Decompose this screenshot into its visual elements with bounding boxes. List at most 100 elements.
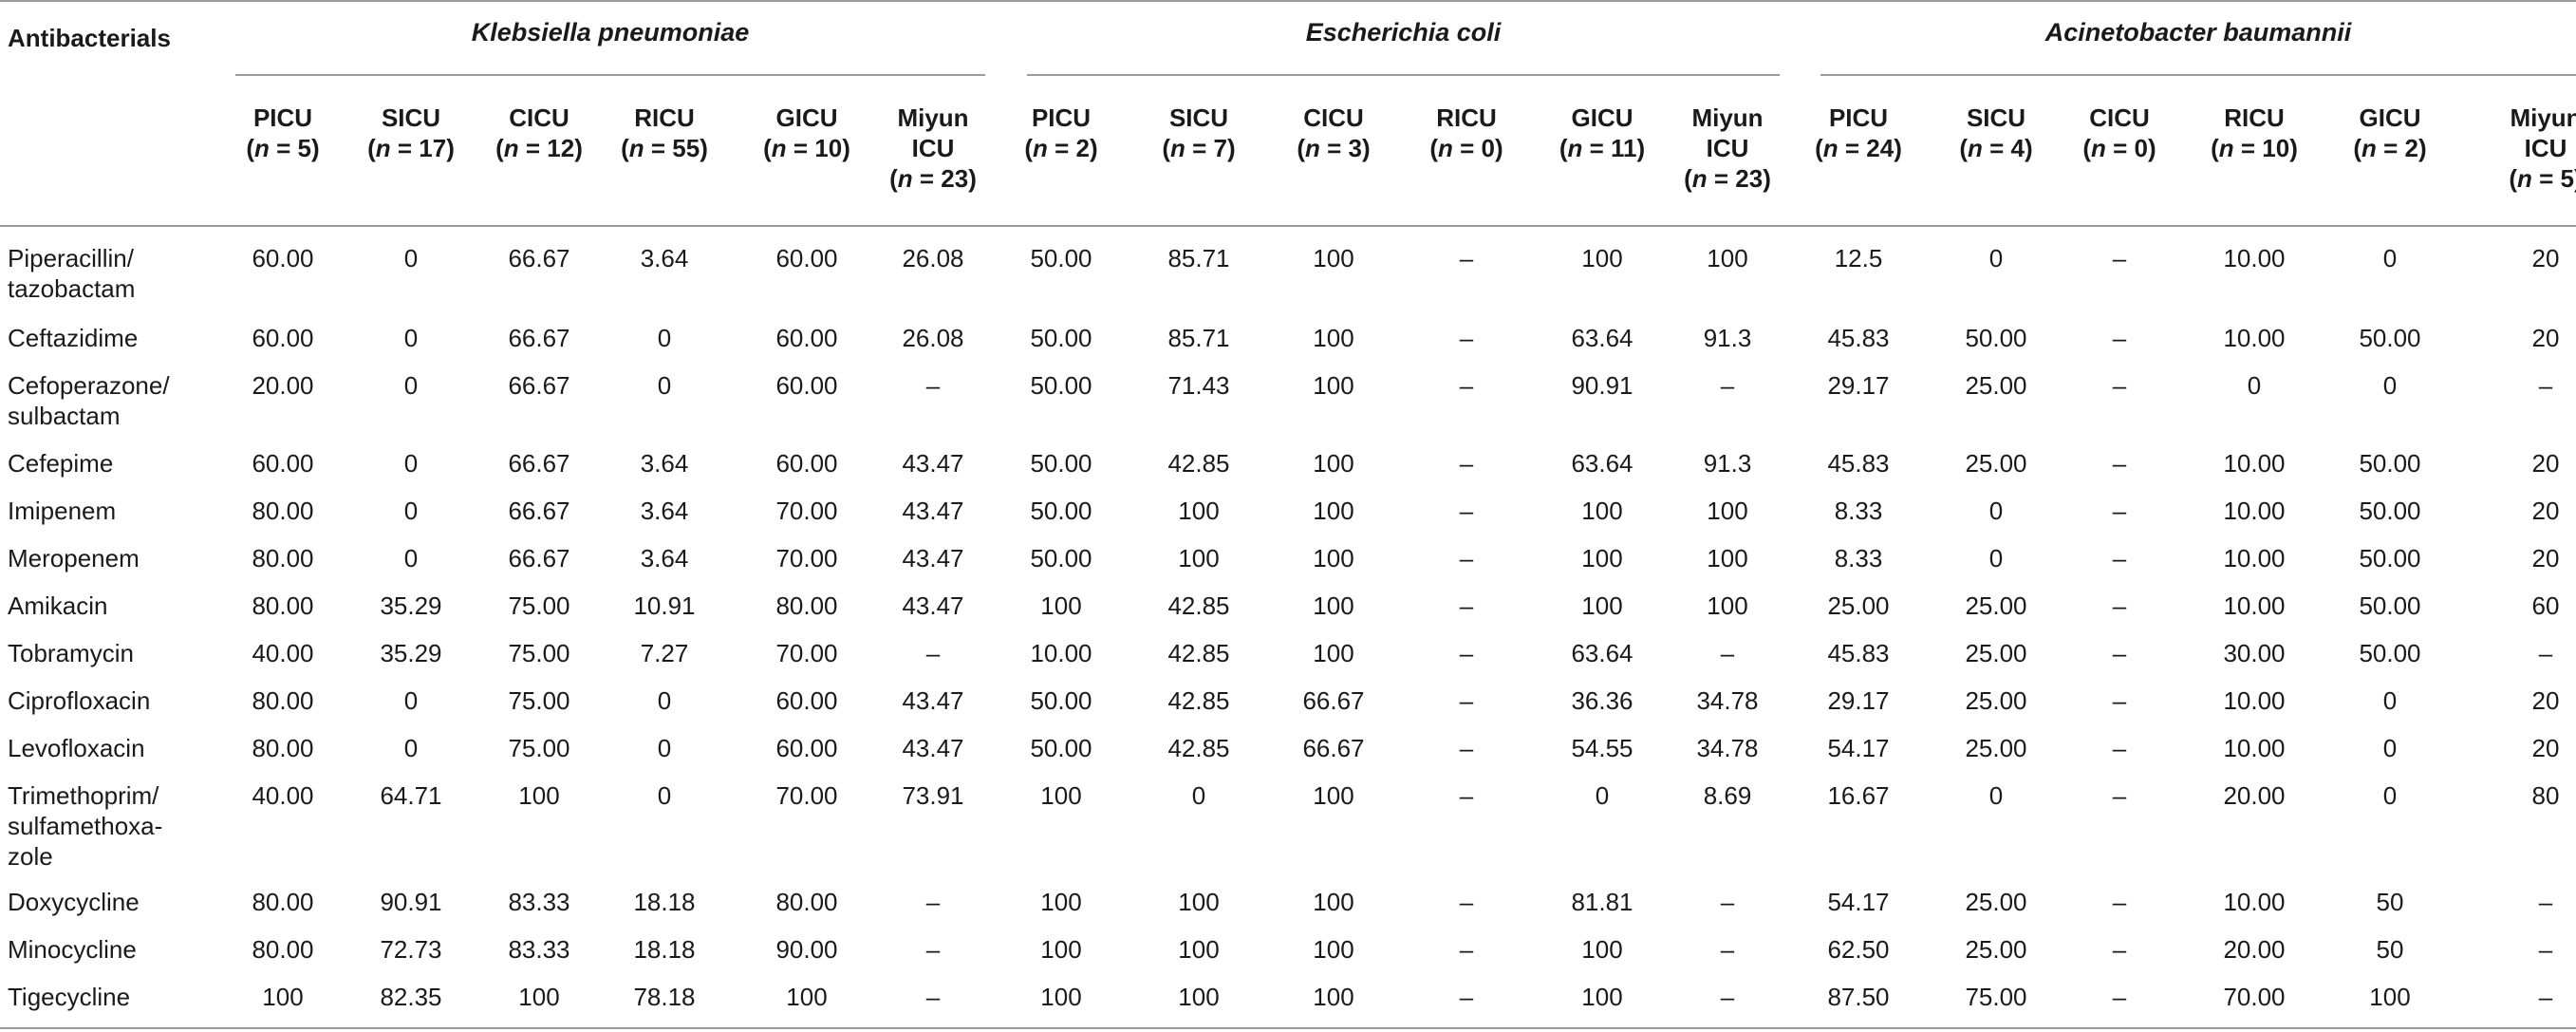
table-cell: 50.00: [1030, 734, 1092, 762]
column-header: RICU (n = 0): [1429, 103, 1503, 162]
table-cell: 10.91: [633, 591, 696, 620]
row-label: Minocycline: [8, 935, 137, 964]
table-cell: 42.85: [1167, 639, 1230, 667]
table-cell: 25.00: [1965, 935, 2027, 964]
row-label: Ciprofloxacin: [8, 686, 151, 715]
table-cell: 7.27: [640, 639, 689, 667]
table-cell: –: [2112, 639, 2127, 667]
table-cell: 100: [1581, 983, 1623, 1011]
table-cell: 54.17: [1827, 888, 1890, 916]
table-cell: 0: [657, 686, 672, 715]
group-header-klebsiella: Klebsiella pneumoniae: [471, 18, 750, 47]
corner-label: Antibacterials: [8, 24, 171, 52]
table-cell: 34.78: [1696, 686, 1759, 715]
table-cell: –: [1720, 935, 1735, 964]
table-cell: 100: [1040, 935, 1082, 964]
table-cell: 50.00: [2359, 449, 2421, 478]
table-cell: 60.00: [775, 734, 838, 762]
row-label: Meropenem: [8, 544, 140, 572]
table-cell: 34.78: [1696, 734, 1759, 762]
table-cell: 20.00: [252, 371, 314, 400]
table-cell: 85.71: [1167, 324, 1230, 352]
table-cell: 66.67: [508, 497, 570, 525]
column-header: CICU (n = 0): [2082, 103, 2156, 162]
row-label: Ceftazidime: [8, 324, 139, 352]
table-cell: 36.36: [1571, 686, 1633, 715]
table-cell: –: [2538, 983, 2553, 1011]
table-cell: 100: [1040, 781, 1082, 810]
table-cell: 66.67: [1302, 686, 1365, 715]
table-cell: 20: [2531, 324, 2560, 352]
table-cell: –: [1459, 244, 1474, 272]
table-cell: 0: [2382, 686, 2398, 715]
table-cell: –: [925, 935, 941, 964]
table-cell: 100: [262, 983, 304, 1011]
table-cell: 30.00: [2223, 639, 2286, 667]
table-cell: 90.91: [380, 888, 442, 916]
table-cell: 60.00: [775, 371, 838, 400]
row-label: Levofloxacin: [8, 734, 145, 762]
table-cell: 0: [2382, 244, 2398, 272]
group-rule-acinetobacter: [1820, 74, 2576, 76]
table-cell: 100: [1178, 888, 1220, 916]
table-cell: 25.00: [1965, 734, 2027, 762]
table-cell: 100: [1313, 591, 1354, 620]
table-cell: 60.00: [775, 449, 838, 478]
table-cell: 50.00: [1030, 497, 1092, 525]
table-cell: 0: [1191, 781, 1206, 810]
table-cell: –: [1459, 983, 1474, 1011]
table-cell: 10.00: [1030, 639, 1092, 667]
table-cell: 29.17: [1827, 371, 1890, 400]
table-cell: 29.17: [1827, 686, 1890, 715]
table-cell: –: [1720, 371, 1735, 400]
table-cell: 43.47: [902, 734, 964, 762]
table-cell: 10.00: [2223, 449, 2286, 478]
table-cell: 100: [1313, 781, 1354, 810]
table-cell: 100: [1040, 591, 1082, 620]
column-header: CICU (n = 12): [495, 103, 583, 162]
column-header: RICU (n = 10): [2211, 103, 2298, 162]
table-cell: 83.33: [508, 935, 570, 964]
column-header: SICU (n = 7): [1162, 103, 1236, 162]
table-cell: –: [2112, 734, 2127, 762]
table-cell: 50.00: [1030, 449, 1092, 478]
table-cell: 87.50: [1827, 983, 1890, 1011]
table-cell: 35.29: [380, 639, 442, 667]
row-label: Amikacin: [8, 591, 108, 620]
table-cell: 42.85: [1167, 734, 1230, 762]
table-cell: –: [1720, 983, 1735, 1011]
table-cell: 100: [1581, 544, 1623, 572]
table-cell: –: [2112, 497, 2127, 525]
table-cell: 43.47: [902, 686, 964, 715]
table-cell: –: [1459, 371, 1474, 400]
table-cell: 100: [1313, 244, 1354, 272]
column-header: GICU (n = 2): [2353, 103, 2427, 162]
table-cell: 25.00: [1827, 591, 1890, 620]
table-cell: –: [1720, 639, 1735, 667]
table-cell: 35.29: [380, 591, 442, 620]
column-header: GICU (n = 11): [1559, 103, 1646, 162]
table-cell: 20: [2531, 544, 2560, 572]
table-cell: 54.17: [1827, 734, 1890, 762]
table-cell: –: [1459, 734, 1474, 762]
table-cell: 66.67: [508, 324, 570, 352]
table-cell: 3.64: [640, 449, 689, 478]
table-cell: 43.47: [902, 591, 964, 620]
table-cell: 10.00: [2223, 686, 2286, 715]
table-cell: 50.00: [2359, 639, 2421, 667]
column-header: PICU (n = 2): [1024, 103, 1098, 162]
table-cell: 60: [2531, 591, 2560, 620]
table-cell: 8.69: [1703, 781, 1752, 810]
table-cell: –: [2112, 371, 2127, 400]
table-cell: –: [925, 371, 941, 400]
table-cell: 10.00: [2223, 544, 2286, 572]
table-cell: –: [925, 639, 941, 667]
table-cell: –: [1459, 544, 1474, 572]
table-cell: 100: [1313, 449, 1354, 478]
table-cell: –: [2112, 781, 2127, 810]
table-cell: 100: [1313, 639, 1354, 667]
table-cell: 85.71: [1167, 244, 1230, 272]
table-cell: 75.00: [508, 591, 570, 620]
table-cell: 83.33: [508, 888, 570, 916]
